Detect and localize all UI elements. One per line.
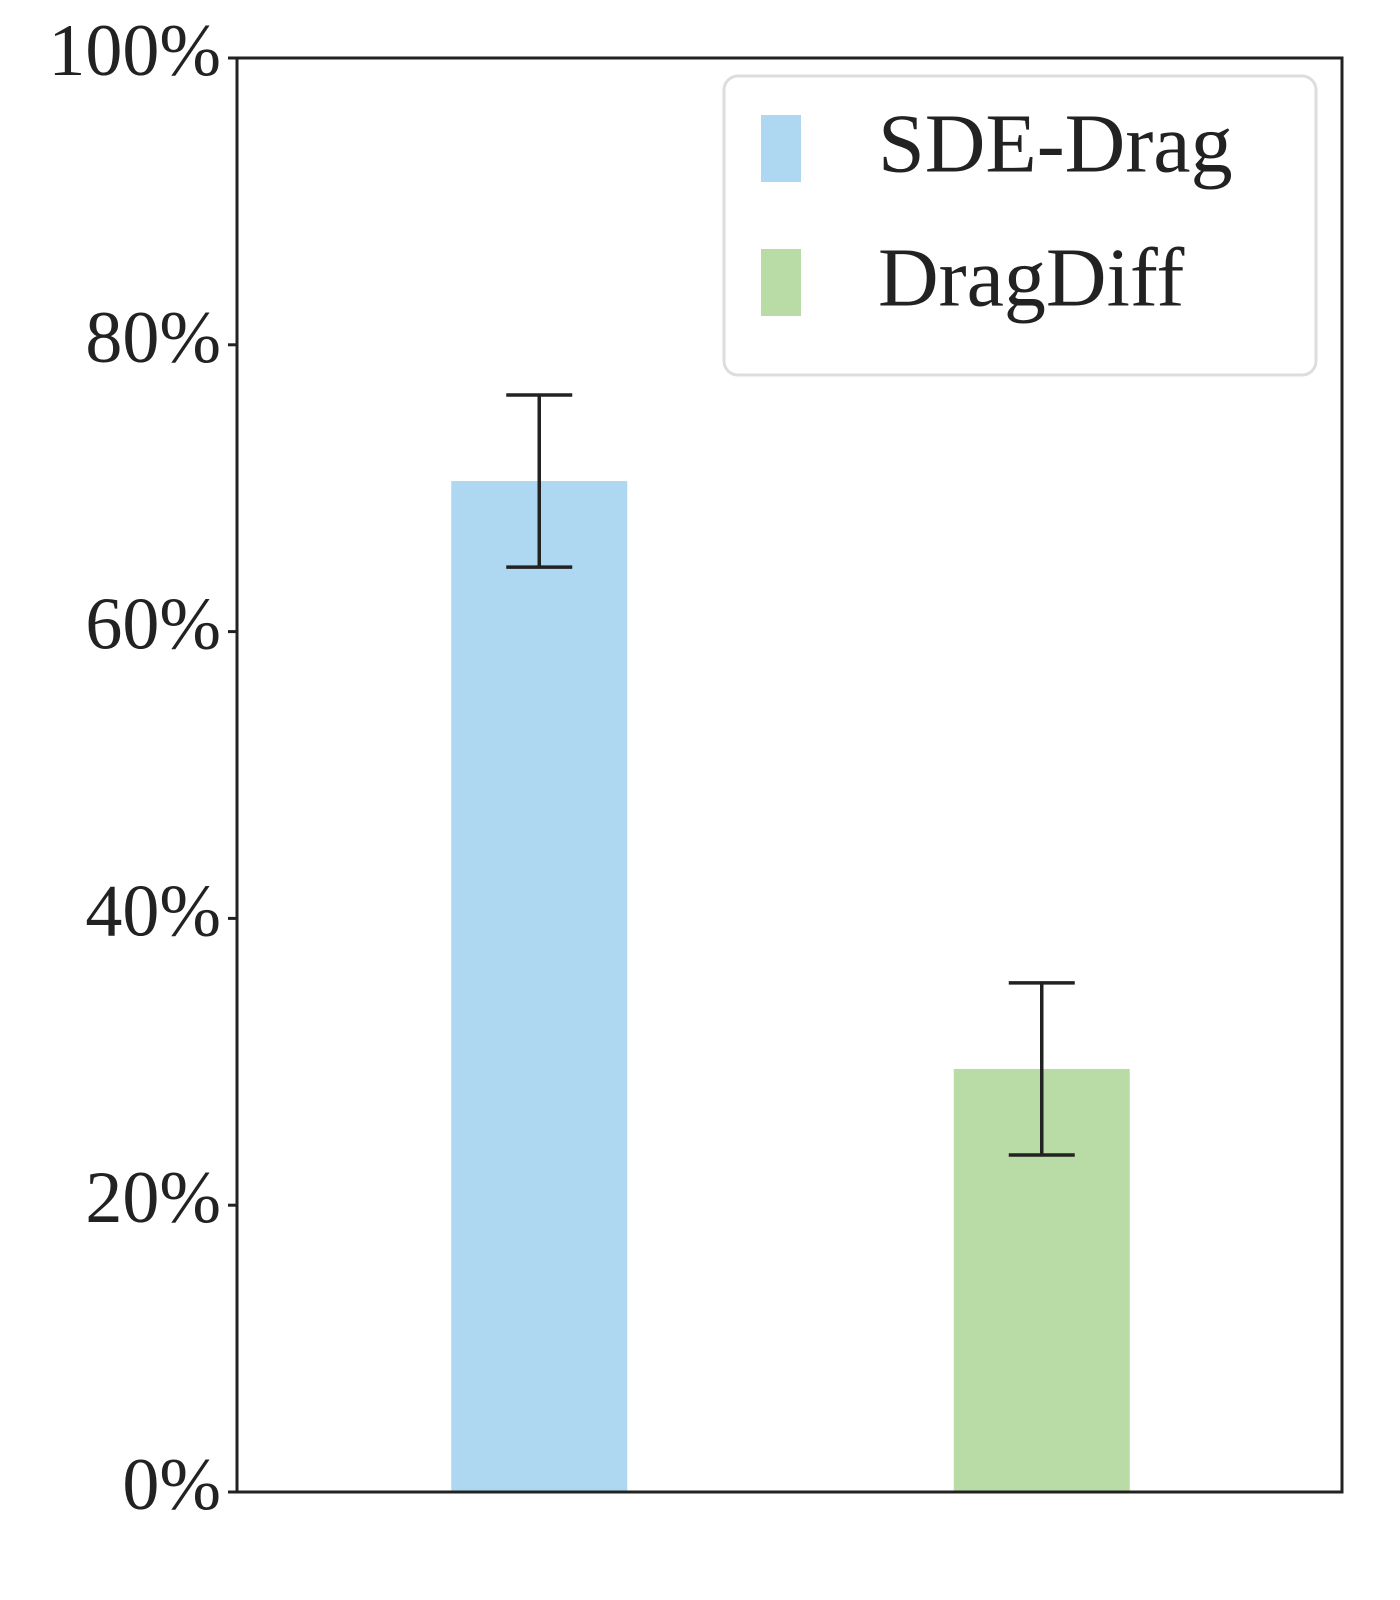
plot-frame [235, 56, 1344, 1494]
y-tick-label: 60% [85, 584, 221, 666]
legend-label: SDE-Drag [878, 97, 1233, 190]
legend-swatch [761, 115, 801, 182]
y-tick-label: 40% [85, 870, 221, 952]
legend-swatch [761, 249, 801, 316]
y-tick-label: 80% [85, 297, 221, 379]
y-tick-label: 20% [85, 1157, 221, 1239]
y-tick-label: 0% [122, 1444, 221, 1526]
bar [451, 481, 628, 1492]
y-tick-label: 100% [48, 10, 221, 92]
legend-label: DragDiff [878, 231, 1184, 324]
legend-box [722, 74, 1318, 377]
